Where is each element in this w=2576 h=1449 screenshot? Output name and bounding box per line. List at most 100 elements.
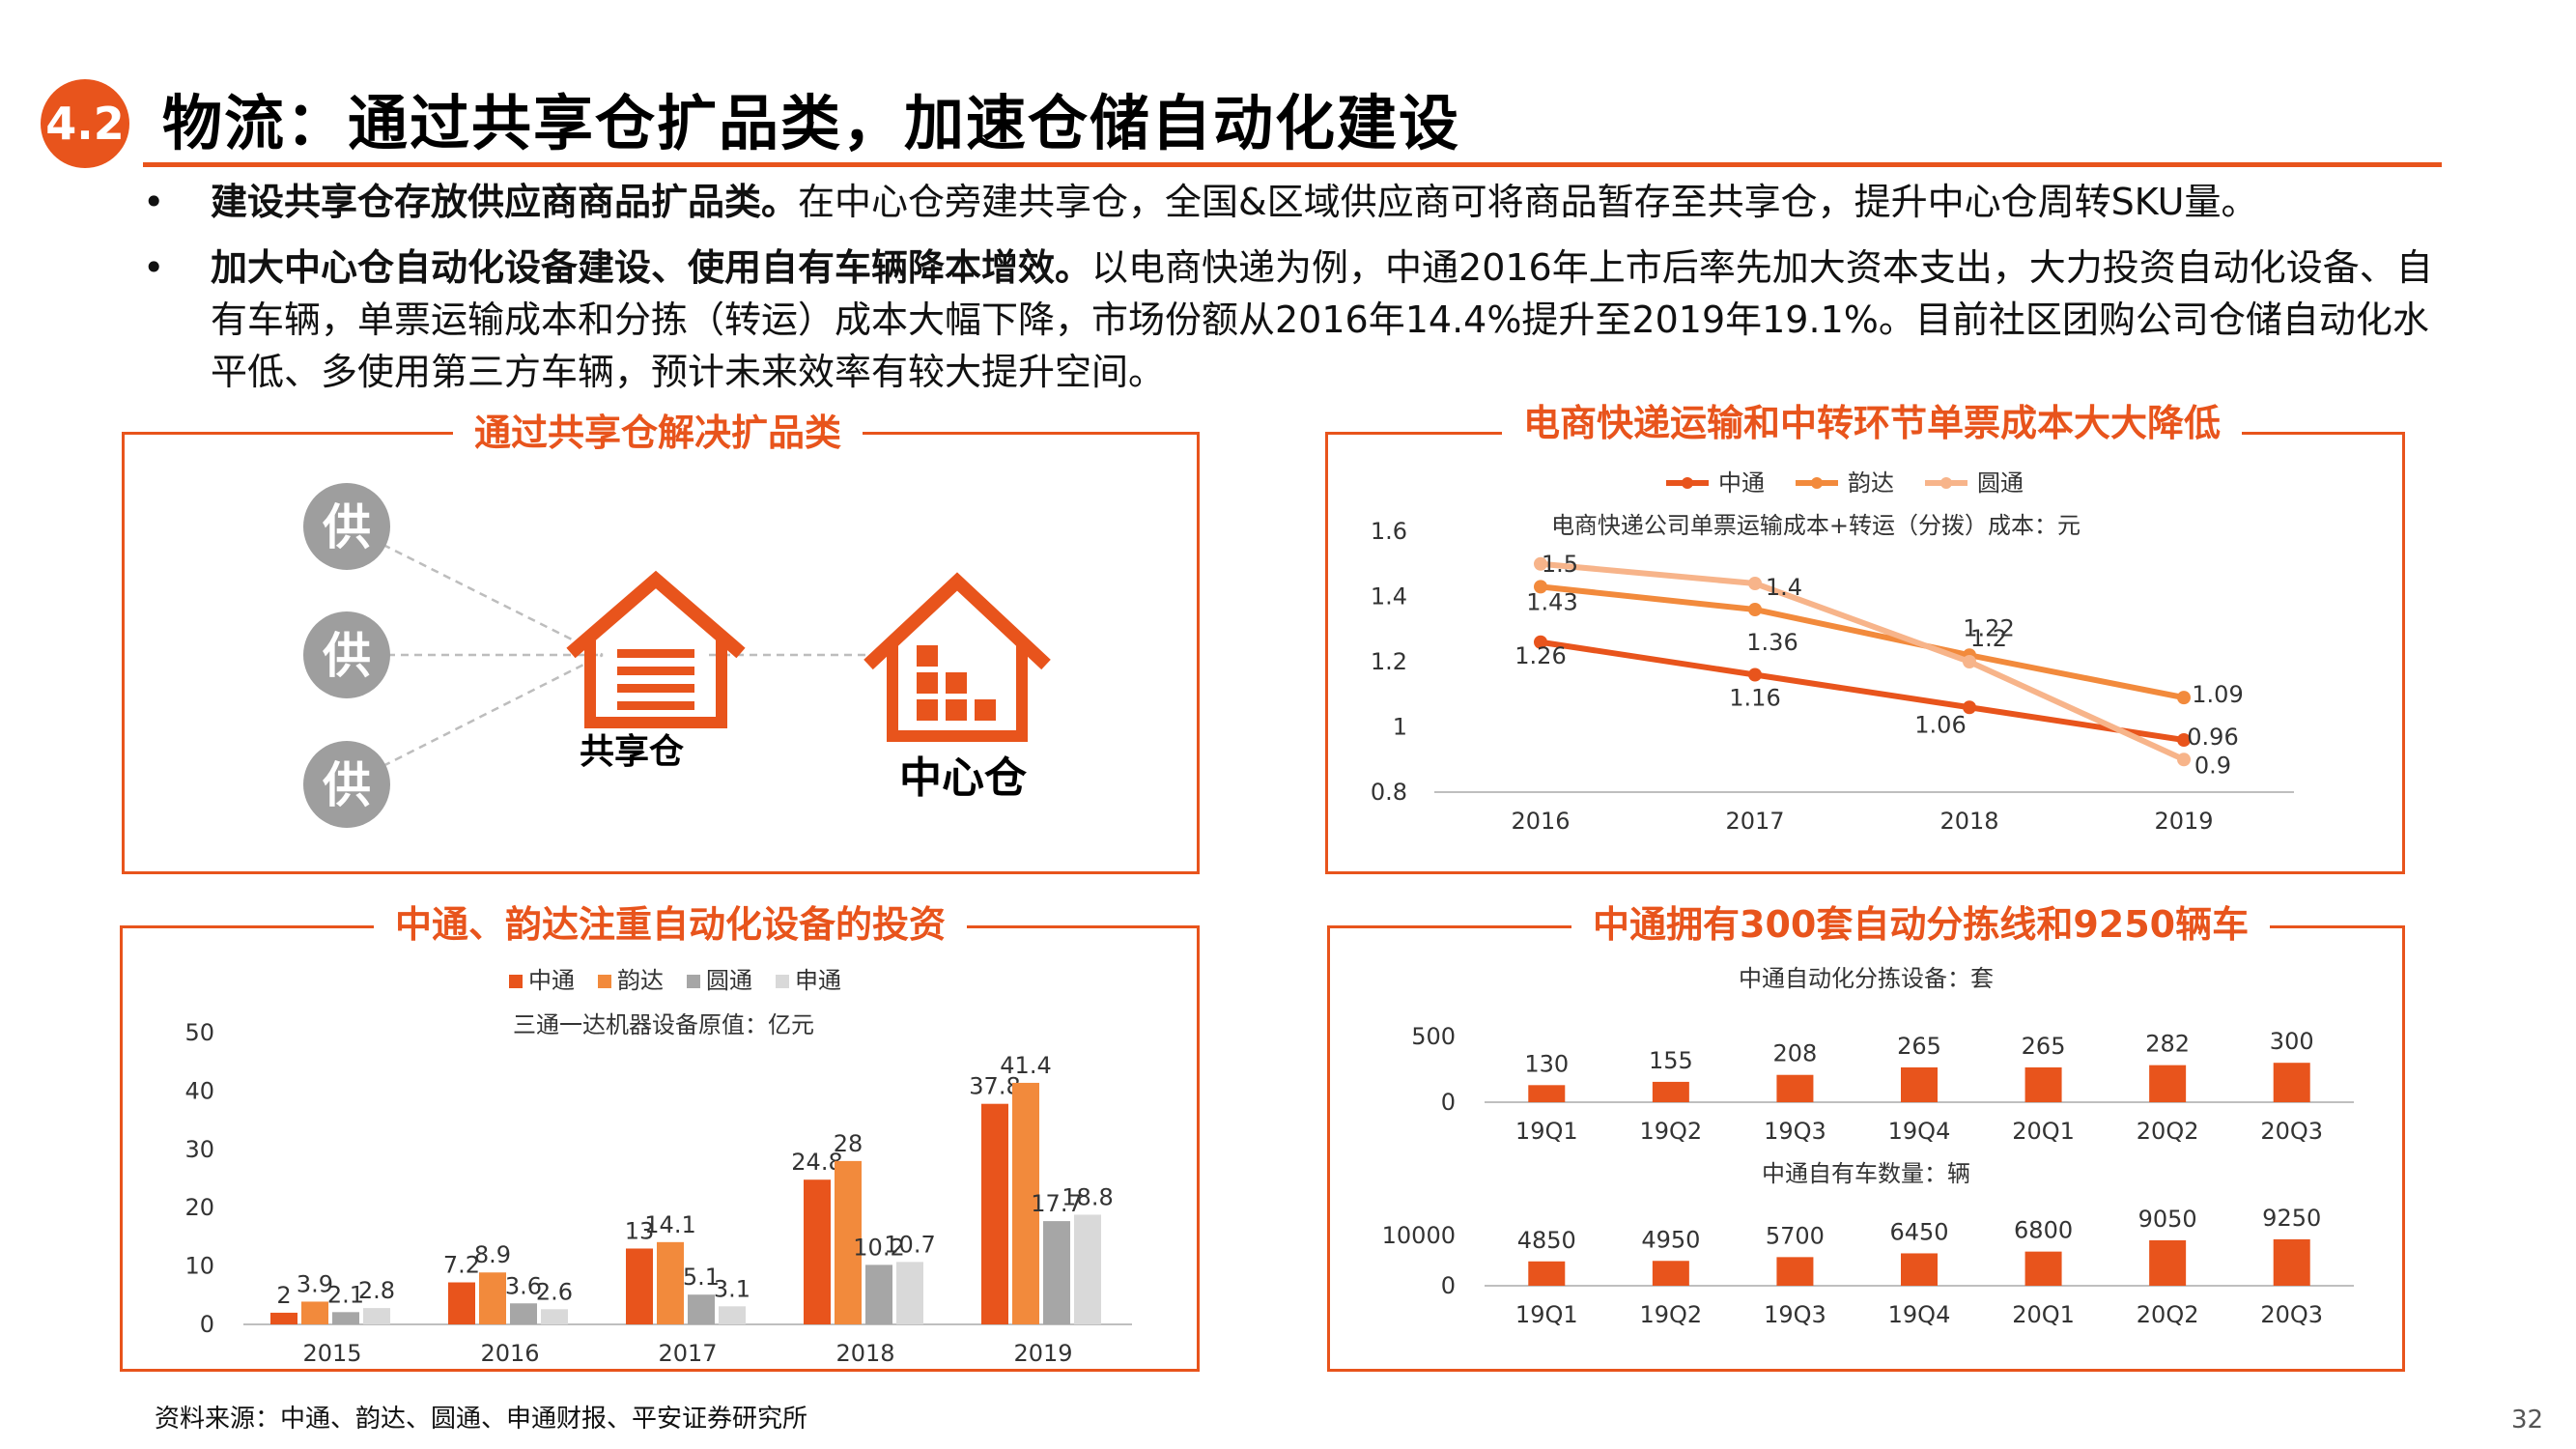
data-label: 10.7 xyxy=(884,1231,935,1258)
data-label: 130 xyxy=(1524,1050,1569,1077)
data-label: 2.6 xyxy=(536,1278,573,1305)
x-tick-label: 19Q3 xyxy=(1764,1118,1826,1145)
data-point xyxy=(1534,556,1547,571)
bullet-2: • 加大中心仓自动化设备建设、使用自有车辆降本增效。以电商快递为例，中通2016… xyxy=(143,242,2442,398)
data-point xyxy=(1534,635,1547,649)
x-tick-label: 2019 xyxy=(1013,1340,1072,1367)
legend-label: 圆通 xyxy=(1977,469,2024,497)
y-tick-label: 0 xyxy=(1441,1089,1456,1116)
bullet-1-bold: 建设共享仓存放供应商商品扩品类。 xyxy=(211,181,799,223)
line-chart-panel: 0.8 1 1.2 1.4 1.6 2016 2017 2018 2019 电商快递公司单票运输成… xyxy=(1325,402,2405,874)
bar xyxy=(804,1179,831,1324)
data-label: 1.09 xyxy=(2192,681,2243,708)
y-tick-label: 0 xyxy=(200,1311,214,1338)
bar xyxy=(835,1160,862,1324)
data-label: 4950 xyxy=(1641,1226,1700,1253)
data-label: 1.5 xyxy=(1542,551,1578,578)
y-tick-label: 20 xyxy=(184,1194,214,1221)
bar xyxy=(541,1309,568,1324)
data-label: 3.6 xyxy=(505,1272,542,1299)
bar xyxy=(657,1241,684,1324)
zto-panel: 中通自动化分拣设备：套 0 500 130 19Q1 155 19Q2 208 19Q3 265 1… xyxy=(1327,903,2405,1372)
y-tick-label: 1.6 xyxy=(1371,518,1407,545)
bar xyxy=(1901,1066,1938,1102)
legend-label: 韵达 xyxy=(617,967,664,994)
bar xyxy=(2273,1063,2310,1102)
bar xyxy=(1901,1253,1938,1286)
x-tick-label: 2019 xyxy=(2154,808,2213,835)
bar xyxy=(1652,1261,1689,1286)
x-tick-label: 2017 xyxy=(1725,808,1784,835)
bar xyxy=(1776,1074,1814,1102)
x-tick-label: 19Q1 xyxy=(1515,1301,1578,1328)
data-label: 155 xyxy=(1649,1047,1693,1074)
page-number: 32 xyxy=(2511,1406,2544,1435)
data-point xyxy=(1963,655,1976,668)
data-label: 1.36 xyxy=(1746,629,1798,656)
data-label: 2.8 xyxy=(358,1277,395,1304)
bar xyxy=(2024,1251,2062,1286)
data-label: 265 xyxy=(2022,1033,2066,1060)
data-label: 1.22 xyxy=(1963,614,2014,641)
chart-title: 中通自有车数量：辆 xyxy=(1762,1160,1970,1187)
data-label: 18.8 xyxy=(1062,1183,1113,1210)
x-tick-label: 19Q4 xyxy=(1888,1301,1951,1328)
data-label: 3.1 xyxy=(714,1275,750,1302)
data-label: 1.06 xyxy=(1914,711,1966,738)
data-label: 2.1 xyxy=(327,1281,364,1308)
data-label: 8.9 xyxy=(474,1241,511,1268)
chart-title: 中通自动化分拣设备：套 xyxy=(1739,965,1994,992)
x-tick-label: 19Q4 xyxy=(1888,1118,1951,1145)
data-label: 300 xyxy=(2270,1028,2314,1055)
supplier-icon-3: 供 xyxy=(303,741,390,828)
legend-swatch xyxy=(687,975,700,988)
supplier-label: 供 xyxy=(323,757,371,813)
bar xyxy=(2273,1238,2310,1286)
x-tick-label: 20Q2 xyxy=(2137,1301,2199,1328)
data-label: 24.8 xyxy=(791,1149,842,1176)
bar xyxy=(896,1262,923,1324)
data-label: 28 xyxy=(834,1130,863,1157)
y-tick-label: 10 xyxy=(184,1253,214,1280)
bar xyxy=(1652,1081,1689,1102)
data-label: 6450 xyxy=(1889,1218,1948,1245)
bar xyxy=(1528,1261,1566,1286)
legend-marker xyxy=(1811,477,1823,489)
data-label: 9050 xyxy=(2138,1206,2197,1233)
data-point xyxy=(2177,733,2191,747)
x-tick-label: 2016 xyxy=(480,1340,539,1367)
data-point xyxy=(1748,668,1762,682)
x-tick-label: 20Q2 xyxy=(2137,1118,2199,1145)
x-tick-label: 2016 xyxy=(1511,808,1570,835)
bar xyxy=(981,1103,1008,1324)
legend-swatch xyxy=(598,975,611,988)
chart-title: 电商快递公司单票运输成本+转运（分拨）成本：元 xyxy=(1551,512,2081,539)
supplier-icon-2: 供 xyxy=(303,611,390,698)
bar xyxy=(510,1303,537,1324)
legend-label: 申通 xyxy=(795,967,841,994)
bar xyxy=(1012,1082,1039,1324)
line-chart-panel-title: 电商快递运输和中转环节单票成本大大降低 xyxy=(1502,402,2243,444)
bar-chart-panel: 0 10 20 30 40 50 三通一达机器设备原值：亿元 中通 韵达 圆通 申通 2015 2 3.9… xyxy=(120,903,1200,1372)
x-tick-label: 19Q2 xyxy=(1640,1301,1703,1328)
bullet-1-text: 在中心仓旁建共享仓，全国&区域供应商可将商品暂存至共享仓，提升中心仓周转SKU量… xyxy=(798,181,2258,223)
bar-chart: 0 10 20 30 40 50 三通一达机器设备原值：亿元 中通 韵达 圆通 申通 2015 2 3.9… xyxy=(184,967,1132,1367)
central-warehouse-label: 中心仓 xyxy=(899,753,1028,803)
bar xyxy=(1043,1221,1070,1324)
data-label: 10.2 xyxy=(853,1234,904,1261)
legend-label: 圆通 xyxy=(706,967,752,994)
data-label: 17.7 xyxy=(1031,1190,1082,1217)
bullet-dot: • xyxy=(143,246,165,289)
x-tick-label: 2015 xyxy=(302,1340,361,1367)
x-tick-label: 2017 xyxy=(658,1340,717,1367)
bar xyxy=(270,1312,297,1324)
bar xyxy=(719,1306,746,1324)
bar xyxy=(2024,1066,2062,1102)
y-tick-label: 1.2 xyxy=(1371,648,1407,675)
zto-charts: 中通自动化分拣设备：套 0 500 130 19Q1 155 19Q2 208 19Q3 265 1… xyxy=(1382,965,2354,1328)
data-label: 6800 xyxy=(2014,1217,2073,1244)
data-label: 41.4 xyxy=(1000,1052,1051,1079)
data-label: 3.9 xyxy=(297,1270,333,1297)
data-label: 1.4 xyxy=(1766,574,1802,601)
bar xyxy=(865,1264,892,1324)
